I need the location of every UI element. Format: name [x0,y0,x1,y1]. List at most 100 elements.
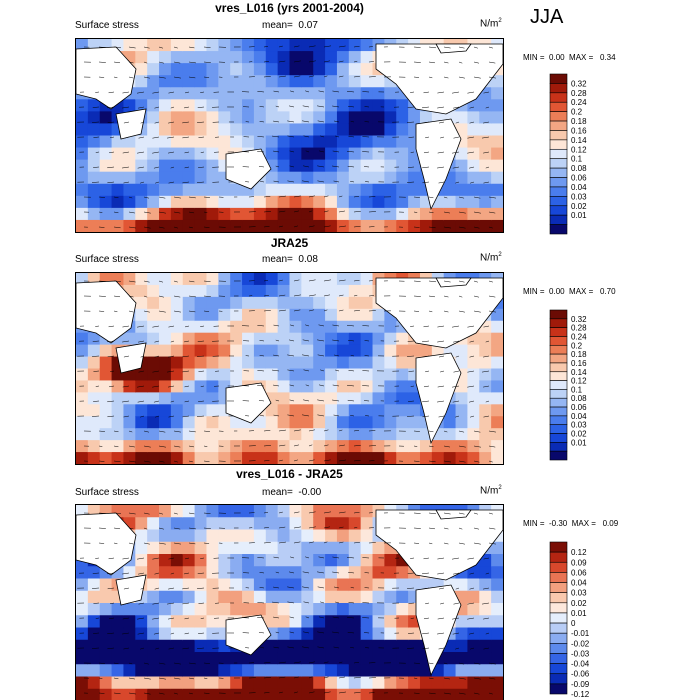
panel1-vector [168,181,175,184]
panel1-cell [170,147,184,161]
panel3-vector [154,572,160,575]
panel3-vector [469,587,475,590]
panel2-cell [265,380,279,393]
panel2-vector [203,460,210,462]
panel2-cell [170,320,184,334]
panel3-cell [289,664,302,678]
panel2-vector [196,415,205,417]
panel2-cell [87,344,101,358]
panel3-cell [147,688,160,700]
panel3-cell [325,688,338,700]
panel3-vector [258,632,265,634]
panel1-colorbar-tick-label: 0.24 [571,98,587,107]
panel3-cell [265,688,279,700]
panel2-cell [289,344,302,358]
panel1-cell [147,39,160,52]
panel2-cell [147,308,160,322]
panel3-cell [479,639,492,653]
panel2-vector [410,325,415,327]
panel2-vector [107,355,115,358]
panel3-cell [372,676,385,690]
panel1-cell [265,39,279,52]
panel1-cell [491,195,503,209]
panel2-cell [360,392,374,405]
panel2-cell [313,296,326,310]
panel1-cell [218,63,231,76]
panel1-cell [336,171,350,185]
panel2-cell [348,332,362,346]
panel3-vector [353,511,360,514]
panel3-cell [313,688,326,700]
panel2-cell [182,404,196,417]
panel2-cell [325,273,338,286]
panel3-vector [332,556,340,559]
panel3-cell [170,554,184,567]
panel2-cell [313,392,326,405]
panel2-cell [384,356,397,370]
panel1-vector [333,120,340,123]
panel1-cell [265,63,279,76]
panel1-cell [194,111,208,125]
panel3-cell [99,688,113,700]
panel1-vector [323,75,328,78]
panel2-vector [188,430,196,433]
panel3-vector [107,632,115,635]
panel3-colorbar-swatch [549,643,568,654]
panel3-cell [336,529,350,543]
panel1-cell [218,51,231,64]
panel2-cell [135,284,148,298]
panel1-cell [372,87,385,100]
panel2-vector [353,279,360,282]
panel1-cell [277,207,291,221]
panel2-vector [407,340,415,342]
panel1-vector [139,181,145,184]
panel2-cell [336,332,350,346]
panel3-vector [113,512,122,515]
panel1-cell [491,87,503,100]
panel3-cell [170,603,184,616]
panel1-cell [135,63,148,76]
panel2-cell [230,308,243,322]
panel3-cell [360,603,374,616]
panel3-cell [147,590,160,604]
panel2-cell [135,404,148,417]
panel3-cell [194,639,208,653]
panel2-cell [443,416,457,429]
panel2-cell [135,428,148,441]
panel1-cell [253,183,267,197]
panel2-cell [336,296,350,310]
panel2-vector [143,460,151,463]
panel3-vector [305,556,310,559]
panel1-cell [135,171,148,185]
panel1-cell [265,171,279,185]
panel2-units-text: N/m [480,252,499,264]
panel1-cell [159,219,172,232]
panel2-cell [384,320,397,334]
panel1-cell [396,111,409,125]
panel1-vector [107,181,115,184]
panel1-cell [384,87,397,100]
panel1-vector [184,166,190,169]
panel2-cell [159,416,172,429]
panel3-cell [99,664,113,678]
panel1-vector [320,135,325,138]
panel2-cell [182,320,196,334]
panel3-cell [206,676,219,690]
panel1-cell [123,207,136,221]
panel1-vector [453,106,460,109]
panel1-vector [353,60,358,63]
panel3-cell [348,517,362,531]
panel3-cell [491,541,503,555]
panel2-cell [123,428,136,441]
panel2-vector [303,369,310,372]
panel3-cell [99,627,113,641]
panel1-cell [372,159,385,173]
panel3-cell [301,603,314,616]
panel3-vector [143,542,150,545]
panel3-cell [372,578,385,592]
panel1-cell [491,171,503,185]
panel3-minmax: MIN = -0.30 MAX = 0.09 [523,519,618,528]
panel1-cell [182,147,196,161]
panel3-cell [147,578,160,592]
panel2-cell [301,296,314,310]
